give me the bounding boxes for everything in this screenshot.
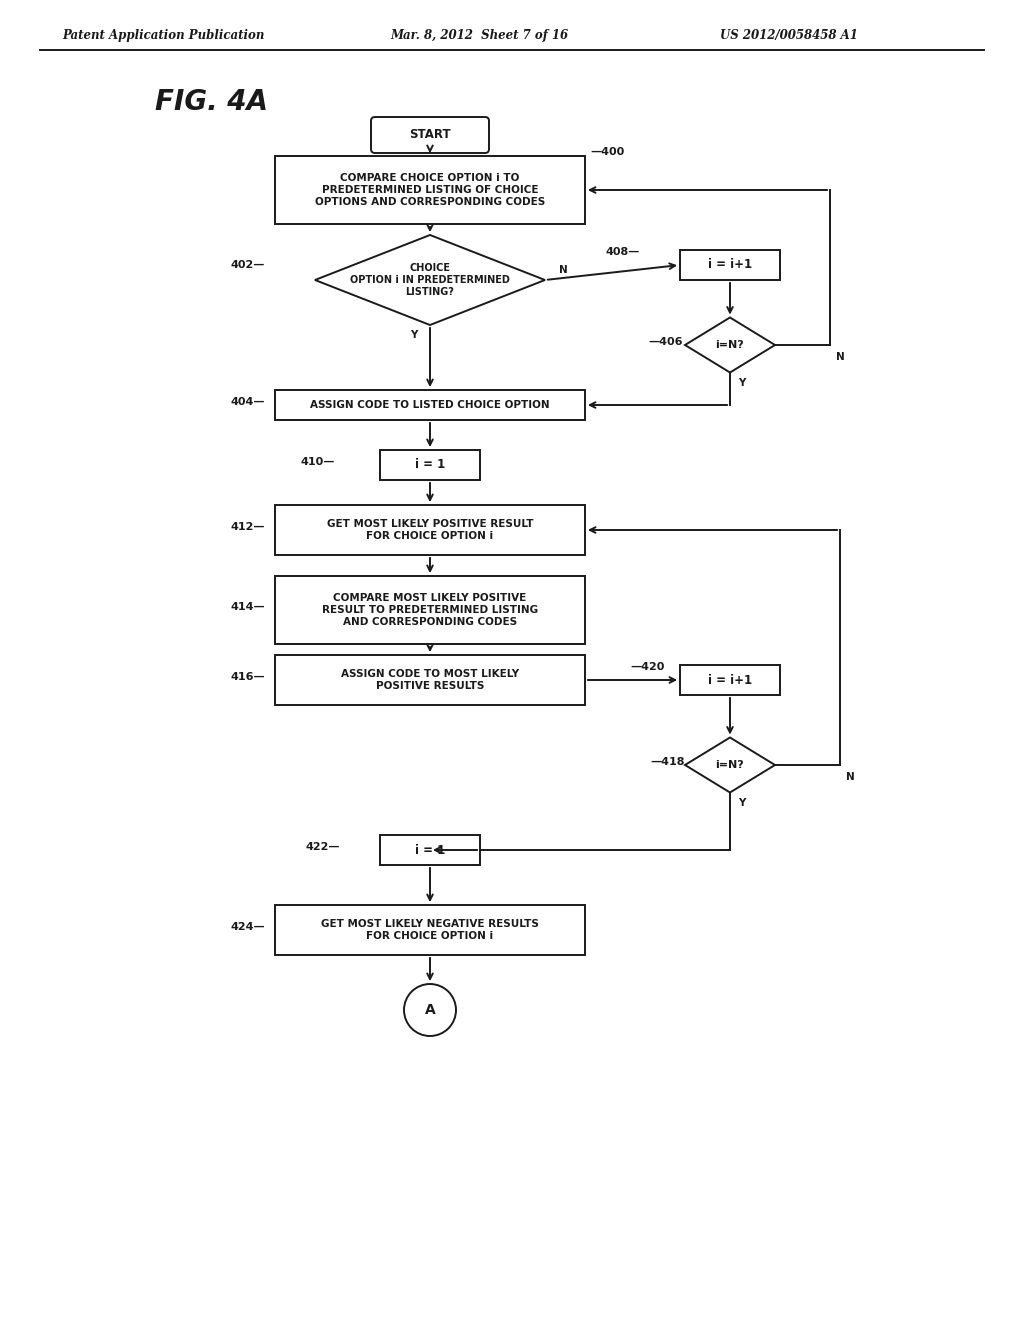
Circle shape xyxy=(404,983,456,1036)
Bar xyxy=(380,450,480,480)
Text: FIG. 4A: FIG. 4A xyxy=(155,88,268,116)
Bar xyxy=(680,249,780,280)
Text: —420: —420 xyxy=(630,663,665,672)
Text: US 2012/0058458 A1: US 2012/0058458 A1 xyxy=(720,29,858,41)
Bar xyxy=(275,389,585,420)
Text: CHOICE
OPTION i IN PREDETERMINED
LISTING?: CHOICE OPTION i IN PREDETERMINED LISTING… xyxy=(350,264,510,297)
Polygon shape xyxy=(685,738,775,792)
Text: —400: —400 xyxy=(590,147,625,157)
FancyBboxPatch shape xyxy=(371,117,489,153)
Text: —418: —418 xyxy=(650,756,684,767)
Text: N: N xyxy=(559,265,567,275)
Text: N: N xyxy=(836,352,845,362)
Text: i = 1: i = 1 xyxy=(415,843,445,857)
Bar xyxy=(680,665,780,696)
Text: i = i+1: i = i+1 xyxy=(708,673,752,686)
Text: START: START xyxy=(410,128,451,141)
Text: GET MOST LIKELY POSITIVE RESULT
FOR CHOICE OPTION i: GET MOST LIKELY POSITIVE RESULT FOR CHOI… xyxy=(327,519,534,541)
Bar xyxy=(275,506,585,554)
Text: 422—: 422— xyxy=(305,842,340,851)
Text: Y: Y xyxy=(738,378,745,388)
Text: 408—: 408— xyxy=(605,247,640,257)
Text: N: N xyxy=(846,772,854,781)
Text: —406: —406 xyxy=(648,337,683,347)
Bar xyxy=(275,655,585,705)
Text: 424—: 424— xyxy=(230,921,265,932)
Text: 404—: 404— xyxy=(230,397,265,407)
Text: i = 1: i = 1 xyxy=(415,458,445,471)
Text: i=N?: i=N? xyxy=(716,760,744,770)
Text: 402—: 402— xyxy=(230,260,265,271)
Text: Patent Application Publication: Patent Application Publication xyxy=(62,29,264,41)
Text: i = i+1: i = i+1 xyxy=(708,259,752,272)
Text: i=N?: i=N? xyxy=(716,341,744,350)
Polygon shape xyxy=(685,318,775,372)
Text: A: A xyxy=(425,1003,435,1016)
Text: 414—: 414— xyxy=(230,602,265,612)
Text: 410—: 410— xyxy=(301,457,335,467)
Text: Y: Y xyxy=(411,330,418,341)
Text: GET MOST LIKELY NEGATIVE RESULTS
FOR CHOICE OPTION i: GET MOST LIKELY NEGATIVE RESULTS FOR CHO… xyxy=(322,919,539,941)
Bar xyxy=(380,836,480,865)
Polygon shape xyxy=(315,235,545,325)
Bar xyxy=(275,906,585,954)
Text: Mar. 8, 2012  Sheet 7 of 16: Mar. 8, 2012 Sheet 7 of 16 xyxy=(390,29,568,41)
Text: COMPARE MOST LIKELY POSITIVE
RESULT TO PREDETERMINED LISTING
AND CORRESPONDING C: COMPARE MOST LIKELY POSITIVE RESULT TO P… xyxy=(322,594,538,627)
Bar xyxy=(275,156,585,224)
Text: 412—: 412— xyxy=(230,521,265,532)
Text: Y: Y xyxy=(738,797,745,808)
Text: COMPARE CHOICE OPTION i TO
PREDETERMINED LISTING OF CHOICE
OPTIONS AND CORRESPON: COMPARE CHOICE OPTION i TO PREDETERMINED… xyxy=(314,173,545,207)
Text: 416—: 416— xyxy=(230,672,265,682)
Text: ASSIGN CODE TO LISTED CHOICE OPTION: ASSIGN CODE TO LISTED CHOICE OPTION xyxy=(310,400,550,411)
Bar xyxy=(275,576,585,644)
Text: ASSIGN CODE TO MOST LIKELY
POSITIVE RESULTS: ASSIGN CODE TO MOST LIKELY POSITIVE RESU… xyxy=(341,669,519,690)
